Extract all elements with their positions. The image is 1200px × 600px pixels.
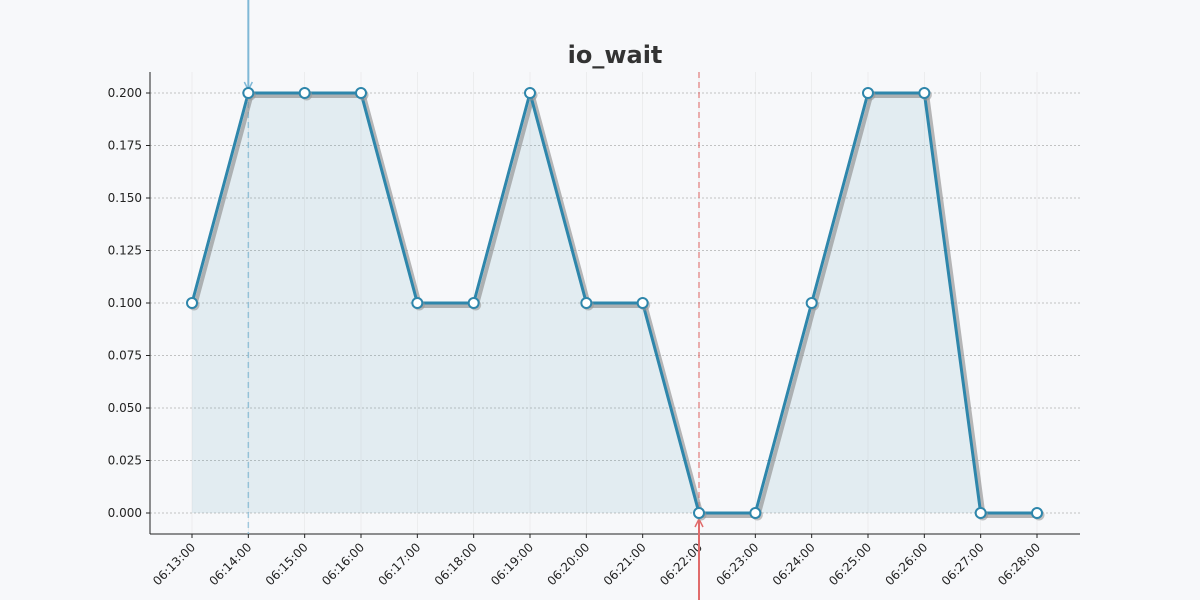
y-tick-label: 0.150: [108, 191, 142, 205]
point: [580, 297, 593, 309]
y-tick-label: 0.025: [108, 454, 142, 468]
point: [636, 297, 649, 309]
point: [298, 87, 311, 99]
point: [467, 297, 480, 309]
point: [186, 297, 198, 309]
point: [805, 297, 818, 309]
point: [242, 87, 255, 99]
y-tick-label: 0.125: [108, 244, 142, 258]
point: [862, 87, 874, 99]
point: [693, 507, 705, 519]
y-tick-label: 0.100: [108, 296, 142, 310]
point: [355, 87, 367, 99]
line: [190, 87, 1037, 515]
y-tick-label: 0.175: [108, 139, 142, 153]
point: [974, 507, 987, 519]
point: [749, 507, 762, 519]
point: [524, 87, 536, 99]
y-tick-label: 0.075: [108, 349, 142, 363]
line-shadow: [193, 88, 1040, 518]
point: [918, 87, 931, 99]
chart-title: io_wait: [568, 41, 663, 69]
y-tick-label: 0.050: [108, 401, 142, 415]
y-tick-label: 0.200: [108, 86, 142, 100]
y-tick-label: 0.000: [108, 506, 142, 520]
point: [1031, 507, 1043, 519]
point: [411, 297, 424, 309]
